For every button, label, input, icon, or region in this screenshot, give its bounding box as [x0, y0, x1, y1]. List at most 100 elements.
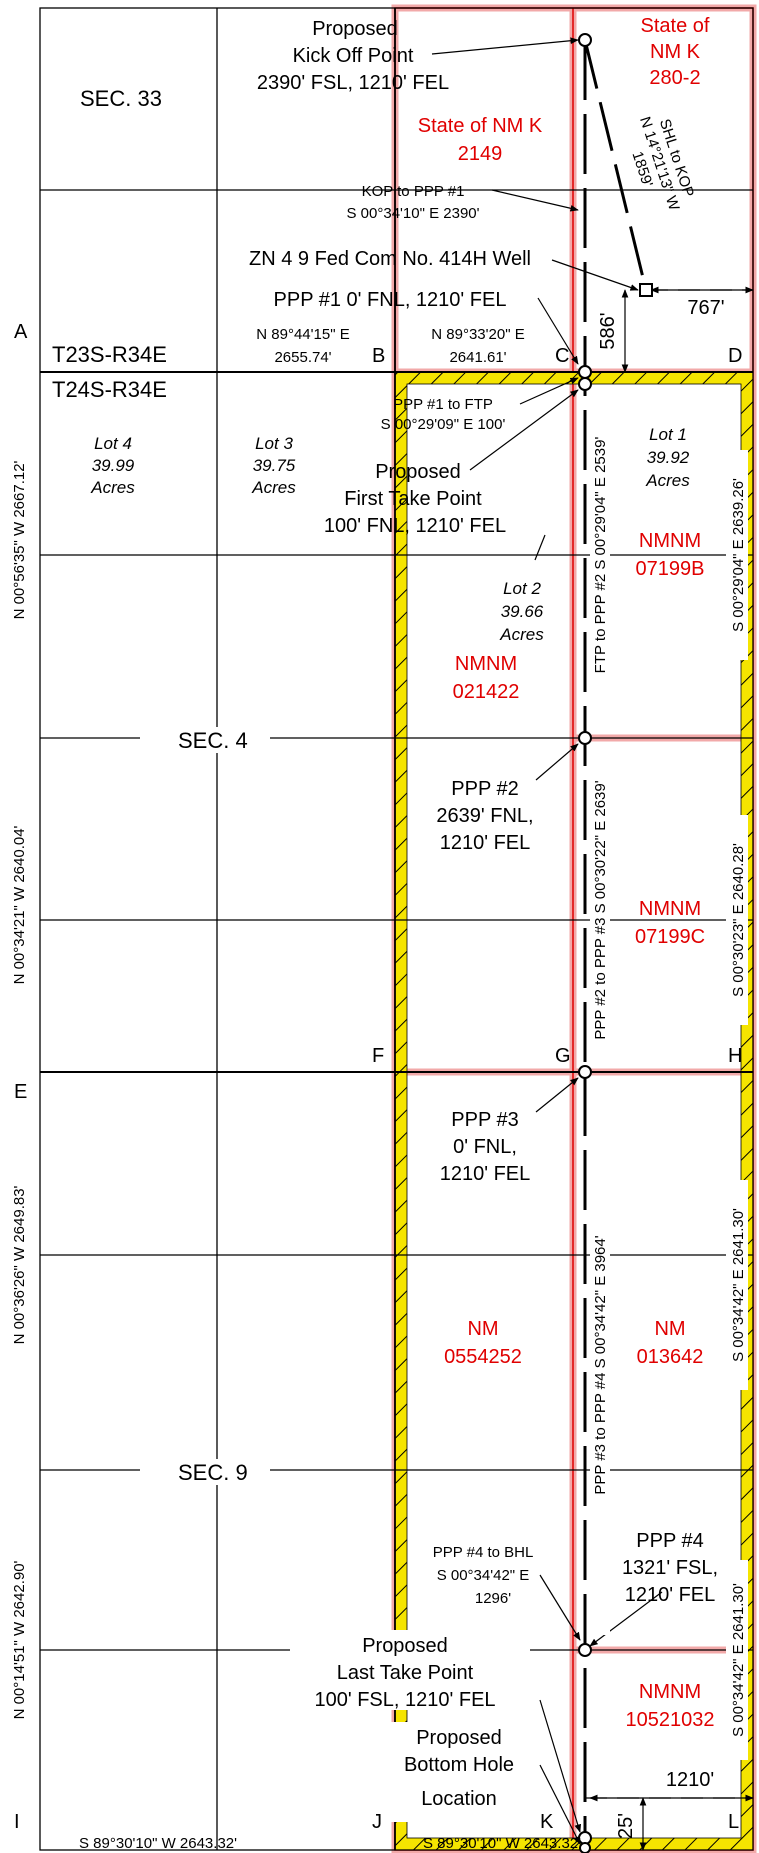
- lot1-value: 39.92: [647, 448, 690, 467]
- bearing-right-4: S 00°34'42" E 2641.30': [730, 1583, 747, 1737]
- lot4-unit: Acres: [90, 478, 135, 497]
- ppp3-label-line2: 0' FNL,: [453, 1136, 517, 1158]
- lease-nmnm-021422-line2: 021422: [453, 681, 520, 703]
- lease-nmnm-10521032-line1: NMNM: [639, 1681, 701, 1703]
- lease-nm-0554252-line2: 0554252: [444, 1346, 522, 1368]
- ftp-label-line1: Proposed: [375, 461, 461, 483]
- lot4-value: 39.99: [92, 456, 135, 475]
- ppp3-marker: [578, 1065, 592, 1079]
- shl-to-kop-path: [583, 39, 648, 291]
- ltp-label-line1: Proposed: [362, 1635, 448, 1657]
- bearing-left-sec9a: N 00°36'26" W 2649.83': [11, 1185, 28, 1344]
- bhl-label-line3: Location: [421, 1788, 497, 1810]
- lot2-unit: Acres: [499, 625, 544, 644]
- corner-e: E: [14, 1081, 27, 1103]
- bearing-ftp-ppp2: FTP to PPP #2 S 00°29'04" E 2539': [592, 437, 609, 674]
- leader-lines: [431, 37, 663, 1845]
- well-name-label: ZN 4 9 Fed Com No. 414H Well: [249, 248, 531, 270]
- corner-l: L: [728, 1811, 739, 1833]
- kop-ppp1-label-line1: KOP to PPP #1: [362, 183, 465, 200]
- lot1-unit: Acres: [645, 471, 690, 490]
- ppp4-label-line3: 1210' FEL: [625, 1584, 716, 1606]
- bhl-east-distance: 1210': [666, 1769, 714, 1791]
- lease-nmk-280-line2: NM K: [650, 41, 701, 63]
- lot1-name: Lot 1: [649, 425, 687, 444]
- lease-nmk-2149-line2: 2149: [458, 143, 503, 165]
- lease-nmnm-07199b-line1: NMNM: [639, 530, 701, 552]
- ppp4-label-line2: 1321' FSL,: [622, 1557, 718, 1579]
- bearing-top-bc-line1: N 89°33'20" E: [431, 326, 524, 343]
- ppp2-marker: [578, 731, 592, 745]
- lease-nmnm-07199b-line2: 07199B: [636, 558, 705, 580]
- bearing-left-sec9b: N 00°14'51" W 2642.90': [11, 1560, 28, 1719]
- ppp4-label-line1: PPP #4: [636, 1530, 703, 1552]
- lot4-name: Lot 4: [94, 434, 132, 453]
- lot2-value: 39.66: [501, 602, 544, 621]
- ltp-label-line3: 100' FSL, 1210' FEL: [314, 1689, 495, 1711]
- lease-nmnm-07199c-line2: 07199C: [635, 926, 705, 948]
- bhl-marker: [579, 1842, 591, 1853]
- shl-marker: [639, 283, 653, 297]
- ppp2-label-line2: 2639' FNL,: [436, 805, 533, 827]
- bearing-left-sec4a: N 00°56'35" W 2667.12': [11, 460, 28, 619]
- shl-north-distance: 586': [597, 312, 619, 349]
- lease-nm-0554252-line1: NM: [467, 1318, 498, 1340]
- lot3-value: 39.75: [253, 456, 296, 475]
- ppp2-label-line3: 1210' FEL: [440, 832, 531, 854]
- bearing-bottom-ij: S 89°30'10" W 2643.32': [79, 1835, 237, 1852]
- lease-nm-013642-line2: 013642: [637, 1346, 704, 1368]
- corner-a: A: [14, 321, 28, 343]
- ppp3-label-line1: PPP #3: [451, 1109, 518, 1131]
- corner-i: I: [14, 1811, 20, 1833]
- ltp-label-line2: Last Take Point: [337, 1662, 474, 1684]
- ppp1-label: PPP #1 0' FNL, 1210' FEL: [274, 289, 507, 311]
- bearing-top-ab-line2: 2655.74': [274, 349, 331, 366]
- section-grid: [39, 7, 754, 1851]
- lease-nmnm-10521032-line2: 10521032: [626, 1709, 715, 1731]
- corner-f: F: [372, 1045, 384, 1067]
- ppp1-ftp-label-line2: S 00°29'09" E 100': [381, 416, 506, 433]
- township-south-label: T24S-R34E: [52, 377, 167, 402]
- township-north-label: T23S-R34E: [52, 342, 167, 367]
- lot3-unit: Acres: [251, 478, 296, 497]
- corner-g: G: [555, 1045, 571, 1067]
- bearing-right-2: S 00°30'23" E 2640.28': [730, 843, 747, 997]
- corner-k: K: [540, 1811, 554, 1833]
- corner-h: H: [728, 1045, 742, 1067]
- section-9-label: SEC. 9: [178, 1460, 248, 1485]
- kop-ppp1-label-line2: S 00°34'10" E 2390': [347, 205, 480, 222]
- ftp-label-line3: 100' FNL, 1210' FEL: [324, 515, 506, 537]
- lot2-name: Lot 2: [503, 579, 541, 598]
- ppp2-label-line1: PPP #2: [451, 778, 518, 800]
- bhl-label-line1: Proposed: [416, 1727, 502, 1749]
- kop-marker: [578, 33, 592, 47]
- kop-label-line2: Kick Off Point: [293, 45, 414, 67]
- ppp1-ftp-label-line1: PPP #1 to FTP: [393, 396, 493, 413]
- lease-nmnm-07199c-line1: NMNM: [639, 898, 701, 920]
- bearing-top-ab-line1: N 89°44'15" E: [256, 326, 349, 343]
- lease-nmnm-021422-line1: NMNM: [455, 653, 517, 675]
- bearing-top-bc-line2: 2641.61': [449, 349, 506, 366]
- ppp1-marker: [578, 365, 592, 379]
- lease-nm-013642-line1: NM: [654, 1318, 685, 1340]
- bearing-right-3: S 00°34'42" E 2641.30': [730, 1208, 747, 1362]
- corner-d: D: [728, 345, 742, 367]
- ppp4-bhl-label-line3: 1296': [475, 1590, 511, 1607]
- lease-nmk-2149-line1: State of NM K: [418, 115, 543, 137]
- bearing-bottom-jk: S 89°30'10" W 2643.32': [423, 1835, 581, 1852]
- lease-nmk-280-line3: 280-2: [649, 67, 700, 89]
- ppp3-label-line3: 1210' FEL: [440, 1163, 531, 1185]
- section-33-label: SEC. 33: [80, 86, 162, 111]
- ftp-marker: [578, 377, 592, 391]
- lease-nmk-280-line1: State of: [641, 15, 710, 37]
- bearing-right-1: S 00°29'04" E 2639.26': [730, 478, 747, 632]
- corner-b: B: [372, 345, 385, 367]
- corner-c: C: [555, 345, 569, 367]
- bhl-north-distance: 25': [615, 1813, 637, 1839]
- bearing-ppp2-ppp3: PPP #2 to PPP #3 S 00°30'22" E 2639': [592, 780, 609, 1039]
- shl-east-distance: 767': [687, 297, 724, 319]
- ppp4-bhl-label-line2: S 00°34'42" E: [437, 1567, 530, 1584]
- ftp-label-line2: First Take Point: [344, 488, 482, 510]
- ppp4-marker: [578, 1643, 592, 1657]
